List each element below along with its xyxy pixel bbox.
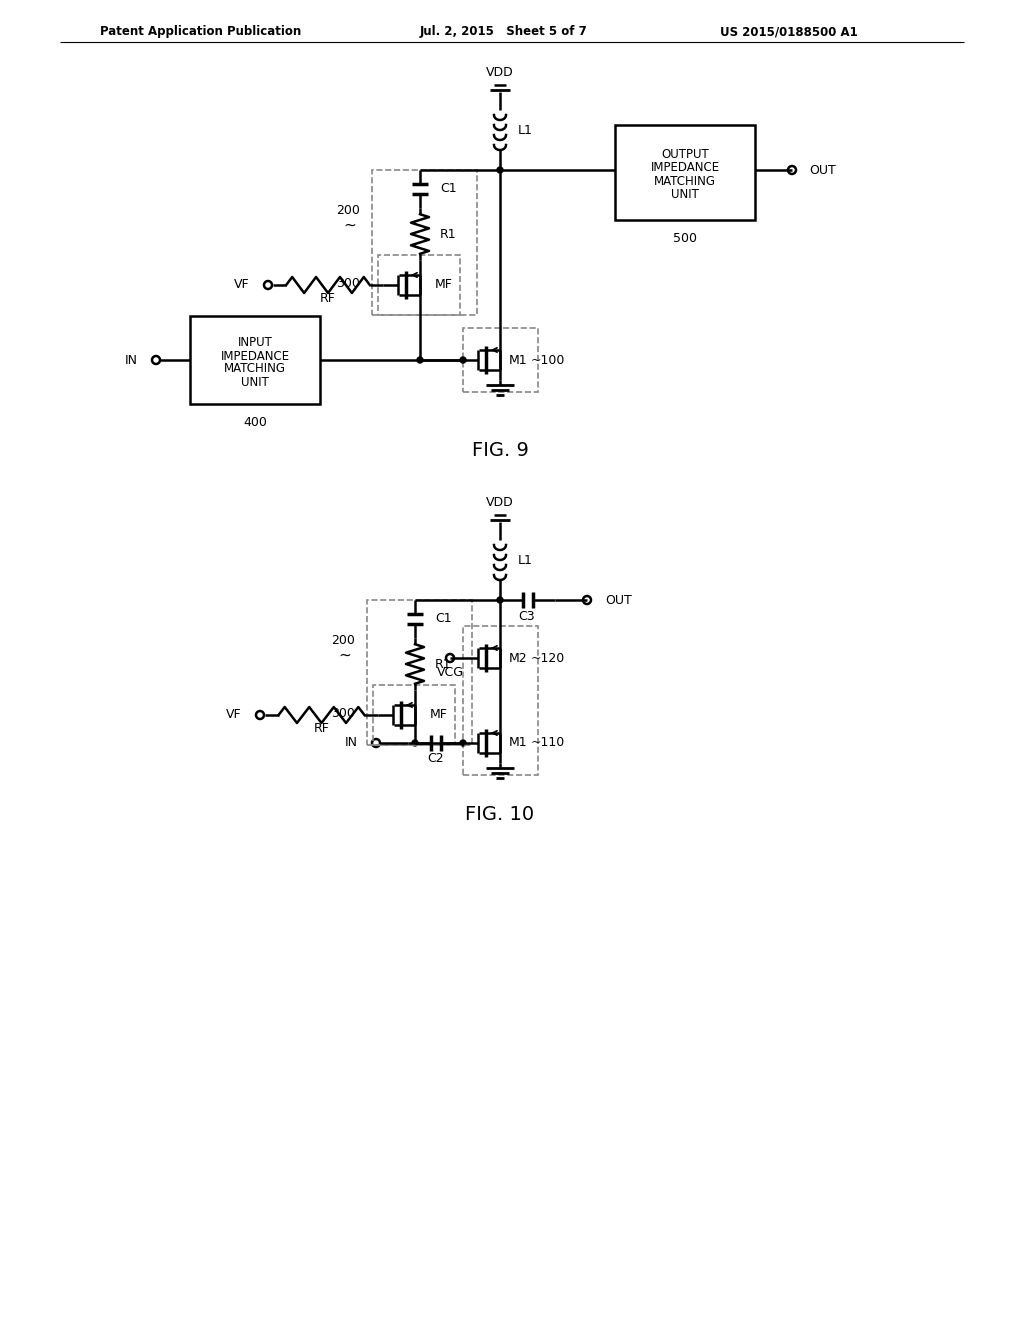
- Bar: [367, 601, 472, 744]
- Text: OUT: OUT: [605, 594, 632, 606]
- Circle shape: [460, 741, 466, 746]
- Bar: [463, 327, 538, 392]
- Text: L1: L1: [518, 124, 532, 136]
- Text: 200: 200: [336, 205, 360, 216]
- Text: IN: IN: [125, 354, 138, 367]
- Text: ~120: ~120: [530, 652, 565, 664]
- Text: M1: M1: [509, 737, 527, 750]
- Text: FIG. 10: FIG. 10: [466, 805, 535, 825]
- Text: MF: MF: [435, 279, 453, 292]
- Text: OUT: OUT: [809, 164, 836, 177]
- Text: 200: 200: [331, 634, 355, 647]
- Text: M2: M2: [509, 652, 527, 664]
- Text: ~100: ~100: [530, 354, 565, 367]
- Text: C1: C1: [435, 612, 452, 626]
- Bar: [463, 626, 538, 775]
- Text: RF: RF: [313, 722, 330, 735]
- Text: VF: VF: [226, 709, 242, 722]
- Text: UNIT: UNIT: [241, 375, 269, 388]
- Text: L1: L1: [518, 553, 532, 566]
- Text: INPUT: INPUT: [238, 337, 272, 350]
- Text: UNIT: UNIT: [671, 187, 699, 201]
- Circle shape: [417, 356, 423, 363]
- Text: IMPEDANCE: IMPEDANCE: [650, 161, 720, 174]
- Text: 400: 400: [243, 416, 267, 429]
- Circle shape: [497, 597, 503, 603]
- Text: R1: R1: [440, 227, 457, 240]
- Text: MATCHING: MATCHING: [654, 176, 716, 187]
- Text: ~: ~: [343, 218, 356, 232]
- Text: Patent Application Publication: Patent Application Publication: [100, 25, 301, 38]
- Text: US 2015/0188500 A1: US 2015/0188500 A1: [720, 25, 858, 38]
- Bar: [190, 315, 319, 404]
- Text: IN: IN: [345, 737, 358, 750]
- Text: VF: VF: [234, 279, 250, 292]
- Text: ~: ~: [338, 648, 351, 663]
- Text: FIG. 9: FIG. 9: [472, 441, 528, 459]
- Bar: [615, 125, 755, 220]
- Text: M1: M1: [509, 354, 527, 367]
- Text: MF: MF: [430, 709, 447, 722]
- Circle shape: [412, 741, 418, 746]
- Circle shape: [460, 356, 466, 363]
- Text: MATCHING: MATCHING: [224, 363, 286, 375]
- Circle shape: [497, 168, 503, 173]
- Text: C3: C3: [519, 610, 536, 623]
- Text: VCG: VCG: [436, 667, 464, 680]
- Text: 500: 500: [673, 231, 697, 244]
- Text: VDD: VDD: [486, 66, 514, 79]
- Bar: [373, 685, 455, 744]
- Text: RF: RF: [321, 293, 336, 305]
- Text: R1: R1: [435, 657, 452, 671]
- Bar: [372, 170, 477, 315]
- Text: C1: C1: [440, 182, 457, 195]
- Text: 300: 300: [331, 706, 355, 719]
- Text: ~110: ~110: [530, 737, 565, 750]
- Text: 300: 300: [336, 277, 360, 289]
- Text: OUTPUT: OUTPUT: [662, 148, 709, 161]
- Text: IMPEDANCE: IMPEDANCE: [220, 350, 290, 363]
- Text: C2: C2: [427, 752, 443, 766]
- Bar: [378, 255, 460, 315]
- Text: Jul. 2, 2015   Sheet 5 of 7: Jul. 2, 2015 Sheet 5 of 7: [420, 25, 588, 38]
- Text: VDD: VDD: [486, 496, 514, 510]
